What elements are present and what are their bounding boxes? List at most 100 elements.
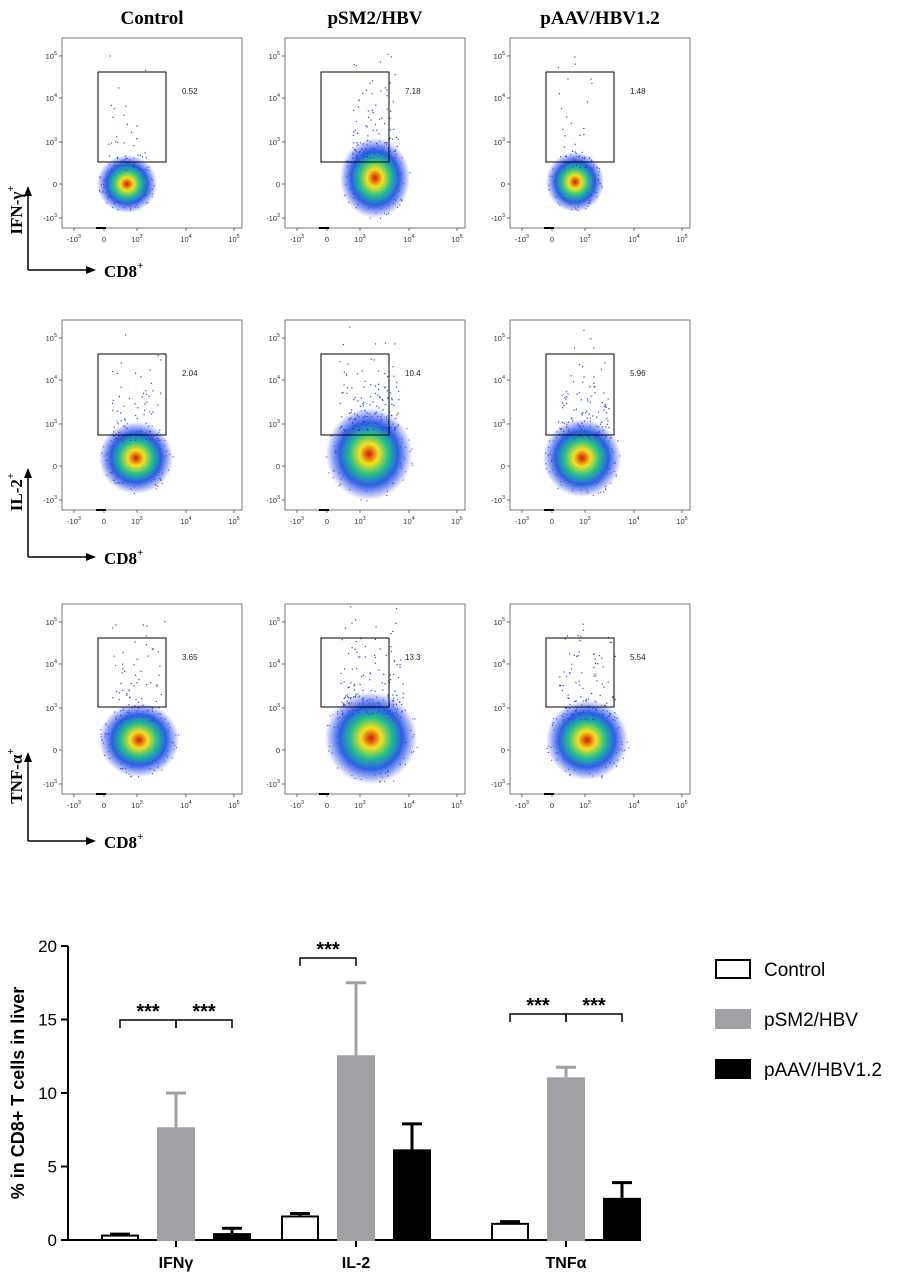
event-dot	[575, 708, 577, 710]
event-dot	[340, 478, 342, 480]
event-dot	[573, 438, 575, 440]
event-dot	[621, 743, 623, 745]
event-dot	[133, 685, 135, 687]
event-dot	[161, 472, 163, 474]
event-dot	[162, 722, 164, 724]
event-dot	[400, 162, 402, 164]
event-dot	[120, 362, 122, 364]
event-dot	[117, 482, 119, 484]
y-tick-label: 0	[276, 462, 280, 471]
event-dot	[589, 426, 591, 428]
event-dot	[577, 206, 579, 208]
event-dot	[568, 707, 570, 709]
event-dot	[399, 701, 401, 703]
event-dot	[363, 156, 365, 158]
significance-bracket	[565, 1013, 623, 1022]
event-dot	[374, 392, 376, 394]
event-dot	[152, 436, 154, 438]
event-dot	[565, 675, 567, 678]
event-dot	[385, 424, 387, 426]
event-dot	[384, 780, 386, 782]
event-dot	[387, 770, 389, 772]
event-dot	[386, 151, 388, 153]
event-dot	[354, 696, 356, 698]
event-dot	[599, 423, 602, 425]
event-dot	[160, 392, 162, 394]
event-dot	[552, 469, 554, 471]
event-dot	[117, 423, 119, 425]
event-dot	[116, 372, 118, 374]
event-dot	[601, 775, 603, 777]
event-dot	[401, 438, 403, 440]
event-dot	[397, 138, 399, 140]
event-dot	[589, 202, 591, 204]
event-dot	[160, 359, 162, 361]
event-dot	[369, 396, 372, 398]
event-dot	[101, 739, 103, 741]
event-dot	[363, 420, 365, 422]
x-tick-label: -103	[67, 234, 81, 244]
event-dot	[583, 420, 586, 422]
event-dot	[400, 467, 402, 469]
event-dot	[628, 747, 630, 749]
event-dot	[383, 156, 385, 158]
plot-frame	[509, 37, 691, 229]
event-dot	[350, 697, 352, 699]
event-dot	[559, 685, 561, 687]
x-tick-label: 0	[550, 801, 554, 810]
event-dot	[123, 405, 125, 407]
bar	[337, 1055, 375, 1241]
event-dot	[104, 179, 106, 181]
column-header: pAAV/HBV1.2	[540, 8, 659, 29]
event-dot	[389, 427, 391, 429]
event-dot	[578, 651, 580, 653]
x-tick-label: 0	[102, 517, 106, 526]
event-dot	[131, 131, 133, 133]
event-dot	[377, 156, 379, 158]
event-dot	[112, 402, 114, 404]
event-dot	[105, 192, 107, 194]
event-dot	[112, 399, 114, 401]
event-dot	[155, 484, 157, 486]
event-dot	[113, 165, 115, 167]
event-dot	[615, 475, 617, 477]
event-dot	[553, 440, 555, 442]
event-dot	[340, 426, 342, 428]
x-tick-label: -103	[67, 516, 81, 526]
event-dot	[573, 713, 575, 715]
event-dot	[578, 425, 580, 427]
event-dot	[587, 205, 589, 207]
event-dot	[610, 482, 612, 484]
event-dot	[580, 399, 582, 401]
event-dot	[566, 635, 569, 637]
event-dot	[570, 668, 573, 670]
x-tick-label: -103	[290, 234, 304, 244]
event-dot	[593, 386, 595, 388]
event-dot	[119, 431, 121, 433]
x-tick-label: 104	[403, 516, 414, 526]
event-dot	[145, 202, 147, 204]
event-dot	[365, 149, 367, 151]
event-dot	[369, 217, 371, 219]
event-dot	[348, 697, 350, 699]
event-dot	[605, 767, 607, 769]
event-dot	[149, 439, 152, 441]
event-dot	[603, 686, 605, 688]
event-dot	[112, 479, 114, 481]
x-tick-label: 103	[131, 234, 142, 244]
event-dot	[622, 750, 624, 752]
event-dot	[610, 713, 612, 715]
event-dot	[363, 152, 365, 154]
event-dot	[565, 707, 567, 709]
event-dot	[152, 716, 154, 718]
event-dot	[131, 766, 133, 768]
event-dot	[614, 655, 616, 657]
event-dot	[390, 56, 393, 58]
event-dot	[593, 376, 595, 378]
event-dot	[610, 437, 612, 439]
event-dot	[571, 663, 573, 665]
event-dot	[164, 456, 166, 458]
event-dot	[594, 700, 596, 702]
event-dot	[136, 417, 138, 419]
event-dot	[378, 702, 380, 704]
